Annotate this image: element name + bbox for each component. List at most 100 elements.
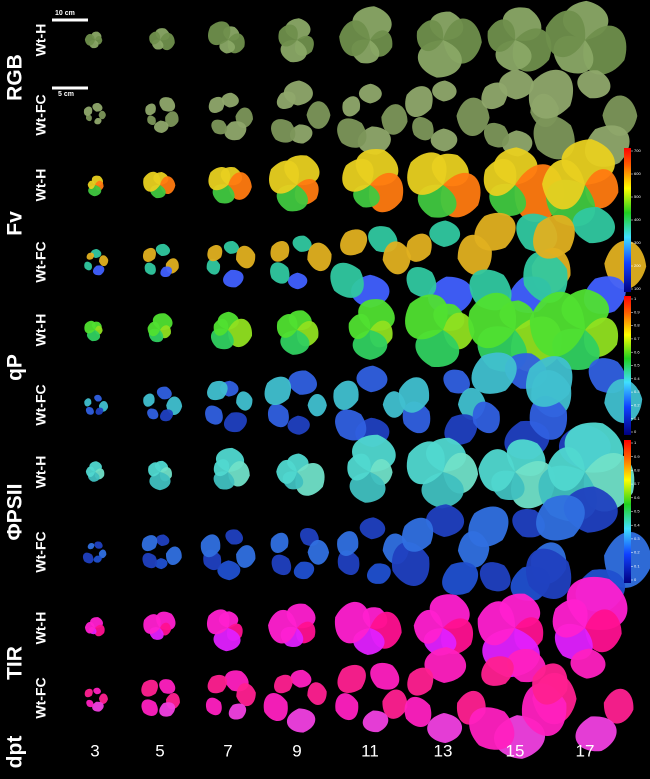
plant — [143, 611, 176, 640]
leaf — [415, 329, 460, 367]
leaf — [484, 122, 509, 148]
leaf — [523, 251, 568, 303]
leaf — [359, 517, 386, 540]
leaf — [160, 32, 175, 51]
column-label: 3 — [90, 741, 99, 760]
leaf — [94, 394, 102, 402]
plant — [84, 617, 105, 637]
leaf — [213, 459, 230, 477]
leaf — [278, 24, 298, 47]
row-label: Wt-FC — [33, 677, 49, 718]
row-label: Wt-FC — [33, 94, 49, 135]
plant — [200, 529, 256, 581]
leaf — [84, 398, 92, 407]
leaf — [84, 320, 96, 334]
leaf — [337, 664, 366, 694]
leaf — [429, 220, 461, 248]
leaf — [529, 291, 585, 357]
leaf — [98, 110, 106, 120]
leaf — [270, 241, 290, 262]
leaf — [444, 414, 478, 445]
leaf — [412, 117, 434, 141]
leaf — [92, 265, 105, 276]
leaf — [225, 529, 243, 545]
leaf — [155, 243, 170, 256]
leaf — [577, 70, 611, 99]
leaf — [381, 104, 408, 135]
colorbar-tick-label: 0.4 — [634, 522, 640, 527]
leaf — [205, 405, 223, 425]
leaf — [545, 10, 586, 58]
column-label: 9 — [292, 741, 301, 760]
leaf — [207, 380, 228, 401]
leaf — [94, 541, 103, 549]
leaf — [584, 169, 619, 209]
leaf — [270, 262, 290, 284]
leaf — [337, 531, 359, 556]
leaf — [456, 97, 490, 136]
leaf — [268, 609, 297, 644]
row-label: Wt-H — [33, 314, 49, 347]
plant — [405, 294, 475, 367]
leaf — [84, 261, 92, 271]
plant — [334, 601, 402, 656]
leaf — [472, 401, 500, 434]
leaf — [160, 409, 174, 422]
leaf — [424, 647, 467, 684]
leaf — [84, 621, 95, 634]
leaf — [86, 252, 94, 260]
leaf — [583, 25, 627, 75]
column-label: 15 — [506, 741, 525, 760]
plant — [405, 80, 490, 152]
leaf — [525, 548, 572, 599]
leaf — [604, 378, 643, 423]
leaf — [292, 235, 312, 252]
colorbar-tick-label: 0 — [634, 577, 637, 582]
plant — [278, 18, 314, 63]
plant — [416, 11, 482, 78]
leaf — [398, 377, 429, 413]
plant — [143, 171, 176, 199]
leaf — [156, 611, 176, 631]
scale-bar-label: 10 cm — [55, 10, 75, 17]
plant — [149, 28, 175, 51]
leaf — [293, 561, 315, 580]
leaf — [287, 415, 310, 435]
leaf — [442, 562, 479, 595]
leaf — [290, 124, 313, 144]
leaf — [269, 160, 299, 194]
plant — [271, 80, 331, 144]
leaf — [443, 369, 470, 394]
leaf — [585, 609, 622, 653]
leaf — [407, 667, 434, 696]
leaf — [468, 506, 509, 547]
plant — [333, 365, 406, 448]
leaf — [200, 534, 221, 558]
leaf — [469, 707, 515, 750]
plant — [522, 648, 634, 752]
leaf — [552, 599, 588, 638]
colorbar-tick-label: 1 — [634, 440, 637, 445]
leaf — [512, 508, 545, 538]
plant — [87, 175, 104, 197]
group-label: RGB — [4, 54, 27, 101]
leaf — [82, 552, 94, 564]
leaf — [295, 463, 325, 496]
colorbar-tick-label: 0.6 — [634, 349, 640, 354]
row-label: Wt-H — [33, 612, 49, 645]
plant — [270, 528, 330, 580]
plant — [337, 83, 408, 155]
leaf — [236, 683, 256, 706]
leaf — [219, 40, 235, 54]
column-label: 7 — [223, 741, 232, 760]
leaf — [307, 242, 332, 271]
leaf — [143, 393, 155, 407]
leaf — [92, 103, 103, 112]
plant — [269, 155, 320, 212]
leaf — [263, 693, 288, 721]
leaf — [223, 412, 247, 433]
leaf — [406, 267, 437, 298]
leaf — [142, 553, 158, 569]
column-label: 11 — [361, 741, 379, 760]
column-label: 5 — [155, 741, 164, 760]
